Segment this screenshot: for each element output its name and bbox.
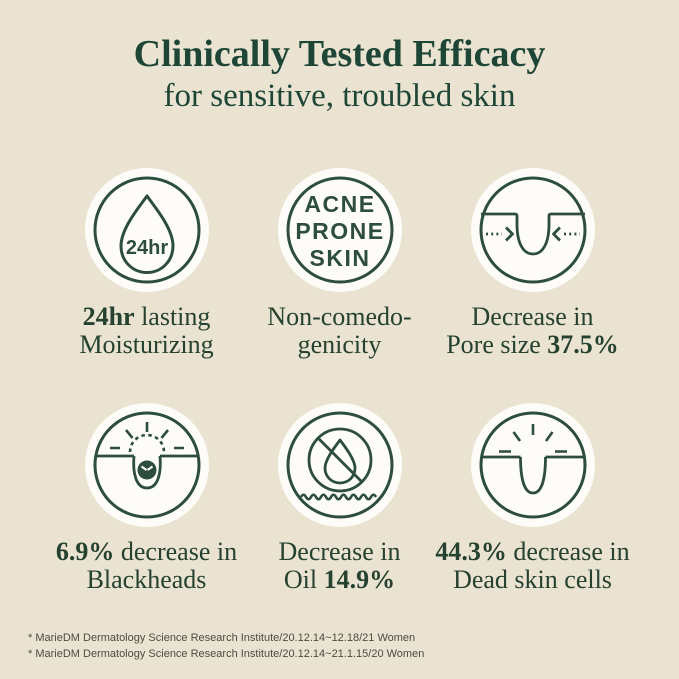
page-title: Clinically Tested Efficacy xyxy=(133,33,546,75)
blackhead-extraction-icon xyxy=(93,411,200,519)
caption-segment: 24hr xyxy=(82,302,135,331)
benefit-24hr-moisturizing: 24hr 24hr lasting Moisturizing xyxy=(50,168,243,359)
footnote-line: * MarieDM Dermatology Science Research I… xyxy=(28,632,416,644)
benefit-caption: 44.3% decrease in Dead skin cells xyxy=(435,538,629,594)
blackhead-dot xyxy=(137,460,156,480)
dead-skin-exfoliation-icon xyxy=(479,411,586,519)
caption-segment: genicity xyxy=(297,330,382,359)
water-drop-24hr-icon: 24hr xyxy=(93,176,200,284)
benefit-blackheads: 6.9% decrease in Blackheads xyxy=(50,403,243,594)
caption-segment: 37.5% xyxy=(547,330,619,359)
icon-circle xyxy=(277,403,402,527)
header: Clinically Tested Efficacy for sensitive… xyxy=(0,31,679,115)
page-subtitle: for sensitive, troubled skin xyxy=(163,78,516,114)
benefit-caption: 6.9% decrease in Blackheads xyxy=(56,538,237,594)
acne-line: ACNE xyxy=(304,191,375,217)
caption-segment: decrease in xyxy=(506,537,630,566)
footnotes: * MarieDM Dermatology Science Research I… xyxy=(28,630,424,662)
icon-circle xyxy=(470,168,595,292)
benefit-caption: Non-comedo- genicity xyxy=(267,303,411,359)
caption-segment: Moisturizing xyxy=(79,330,214,359)
caption-segment: 6.9% xyxy=(55,537,115,566)
caption-segment: lasting xyxy=(134,302,211,331)
caption-segment: Decrease in xyxy=(278,537,401,566)
benefit-caption: 24hr lasting Moisturizing xyxy=(79,303,213,359)
no-oil-icon xyxy=(286,411,393,519)
benefits-row-2: 6.9% decrease in Blackheads Decrease in xyxy=(0,403,679,594)
caption-segment: decrease in xyxy=(114,537,238,566)
benefit-non-comedogenicity: ACNE PRONE SKIN Non-comedo- genicity xyxy=(243,168,436,359)
caption-segment: Blackheads xyxy=(86,565,207,594)
caption-segment: Dead skin cells xyxy=(453,565,612,594)
icon-circle: ACNE PRONE SKIN xyxy=(277,168,402,292)
footnote-line: * MarieDM Dermatology Science Research I… xyxy=(28,648,425,660)
caption-segment: 44.3% xyxy=(435,537,507,566)
drop-label: 24hr xyxy=(125,237,167,259)
benefit-caption: Decrease in Oil 14.9% xyxy=(279,538,401,594)
caption-segment: Decrease in xyxy=(471,302,594,331)
caption-segment: 14.9% xyxy=(323,565,396,594)
caption-segment: Oil xyxy=(283,565,324,594)
benefit-caption: Decrease in Pore size 37.5% xyxy=(446,303,619,359)
caption-segment: Non-comedo- xyxy=(267,302,412,331)
caption-segment: Pore size xyxy=(446,330,548,359)
icon-circle xyxy=(84,403,209,527)
icon-circle: 24hr xyxy=(84,168,209,292)
acne-line: SKIN xyxy=(309,245,370,271)
pore-shrink-icon xyxy=(479,176,586,284)
benefit-oil: Decrease in Oil 14.9% xyxy=(243,403,436,594)
acne-line: PRONE xyxy=(295,218,384,244)
benefit-pore-size: Decrease in Pore size 37.5% xyxy=(436,168,629,359)
benefits-row-1: 24hr 24hr lasting Moisturizing ACNE PRON… xyxy=(0,168,679,359)
acne-prone-skin-icon: ACNE PRONE SKIN xyxy=(286,176,393,284)
benefit-dead-skin-cells: 44.3% decrease in Dead skin cells xyxy=(435,403,630,594)
icon-circle xyxy=(470,403,595,527)
